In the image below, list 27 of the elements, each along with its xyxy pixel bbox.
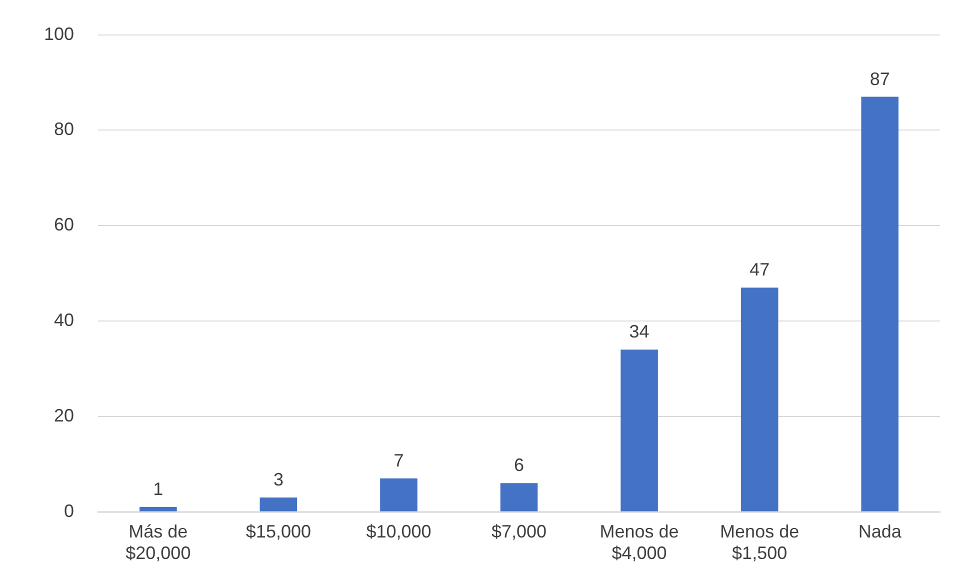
x-tick-label: Más de $20,000 [126, 522, 191, 564]
bar [380, 478, 418, 512]
bar [861, 96, 899, 512]
data-label: 6 [514, 455, 524, 476]
x-tick-label: Menos de $1,500 [720, 522, 800, 564]
data-label: 34 [629, 322, 650, 342]
x-tick-label: $10,000 [366, 522, 432, 542]
y-tick-label: 0 [64, 500, 74, 521]
data-label: 47 [750, 260, 770, 280]
y-tick-label: 100 [44, 24, 74, 44]
bar [620, 350, 658, 512]
bar [500, 483, 538, 512]
y-tick-label: 40 [54, 310, 74, 330]
x-tick-label: Nada [858, 522, 902, 542]
y-tick-label: 60 [54, 214, 74, 235]
data-label: 7 [394, 450, 404, 470]
bar [260, 497, 298, 512]
data-label: 3 [273, 469, 284, 490]
y-tick-label: 20 [54, 405, 74, 426]
bar [740, 288, 778, 512]
x-tick-label: $7,000 [491, 522, 547, 542]
y-tick-label: 80 [54, 119, 74, 140]
bar [140, 507, 177, 512]
data-label: 87 [870, 68, 890, 89]
data-label: 1 [153, 479, 164, 499]
x-tick-label: Menos de $4,000 [600, 522, 679, 564]
x-tick-label: $15,000 [246, 522, 311, 542]
